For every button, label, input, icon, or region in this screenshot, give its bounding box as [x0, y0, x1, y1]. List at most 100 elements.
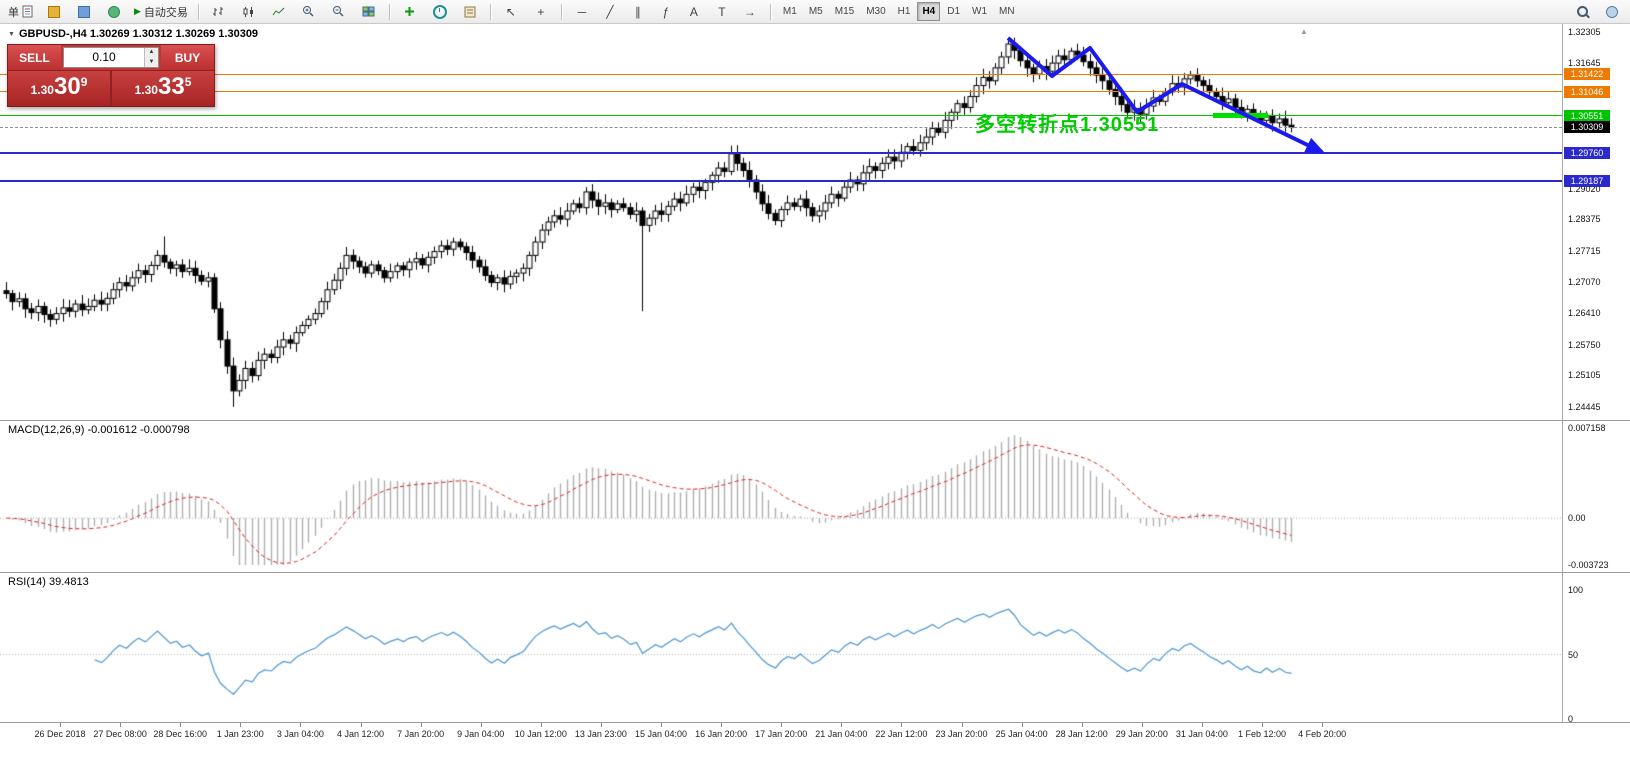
time-axis-tick [1021, 723, 1023, 727]
level-line-resistance-1[interactable] [0, 73, 1562, 75]
periods-button[interactable] [426, 1, 454, 23]
cursor-button[interactable]: ↖ [505, 4, 516, 19]
time-axis-tick [540, 723, 542, 727]
sell-price-pip: 9 [80, 75, 88, 89]
level-line-resistance-2[interactable] [0, 91, 1562, 93]
crosshair-button[interactable]: + [537, 4, 545, 19]
time-axis-tick [961, 723, 963, 727]
timeframe-button-h4[interactable]: H4 [917, 2, 941, 21]
price-scale[interactable]: 1.31422 1.31046 1.30551 1.29760 1.29187 1.303… [1563, 24, 1630, 724]
search-button[interactable] [1568, 1, 1596, 23]
zoom-out-button[interactable] [325, 1, 353, 23]
time-axis[interactable]: 26 Dec 2018 27 Dec 08:00 28 Dec 16:00 1 Jan… [0, 723, 1630, 747]
macd-label: MACD(12,26,9) -0.001612 -0.000798 [8, 424, 190, 436]
timeframe-button-m30[interactable]: M30 [866, 6, 886, 17]
chart-line-button[interactable] [265, 1, 293, 23]
time-axis-label: 31 Jan 04:00 [1175, 729, 1228, 739]
one-click-trading-panel: SELL 0.10 ▲ ▼ BUY 1.30 30 9 [7, 44, 215, 107]
arrows-tool[interactable]: → [743, 4, 756, 19]
trendline-tool[interactable]: ╱ [606, 4, 614, 19]
level-line-support-2[interactable] [0, 179, 1562, 182]
help-button[interactable] [1598, 1, 1626, 23]
time-axis-tick [661, 723, 662, 727]
new-order-button[interactable]: 单 [4, 1, 38, 23]
price-scale-tick: 1.28375 [1568, 214, 1601, 225]
market-watch-button[interactable] [40, 1, 68, 23]
buy-price-pip: 5 [184, 75, 192, 89]
rsi-scale-label: 0 [1568, 714, 1574, 724]
lot-increase-button[interactable]: ▲ [145, 48, 158, 58]
timeframe-button-w1[interactable]: W1 [972, 6, 988, 17]
time-axis-label: 4 Jan 12:00 [336, 729, 385, 739]
autotrading-button[interactable]: ▶ 自动交易 [130, 1, 192, 23]
zoom-in-button[interactable] [295, 1, 323, 23]
time-axis-tick [180, 723, 182, 727]
time-axis-tick [300, 723, 302, 727]
price-chart-panel[interactable]: ▼ GBPUSD-,H4 1.30269 1.30312 1.30269 1.3… [0, 24, 1562, 420]
timeframe-button-m15[interactable]: M15 [834, 6, 855, 17]
timeframe-group: M1 M5 M15 M30 H1 H4 D1 W1 MN [777, 2, 1021, 21]
chart-candles-button[interactable] [235, 1, 263, 23]
rsi-label: RSI(14) 39.4813 [8, 576, 89, 588]
bar-chart-icon [213, 6, 224, 16]
macd-panel[interactable]: MACD(12,26,9) -0.001612 -0.000798 [0, 421, 1562, 572]
label-tool[interactable]: T [718, 4, 726, 19]
data-window-button[interactable] [70, 1, 98, 23]
timeframe-button-m1[interactable]: M1 [782, 6, 797, 17]
channel-tool[interactable]: ∥ [634, 4, 641, 19]
price-scale-tick: 1.25750 [1568, 339, 1601, 350]
time-axis-tick [1081, 723, 1083, 727]
panel-divider[interactable] [0, 572, 1630, 573]
bid-price-line [0, 127, 1562, 129]
candlestick-canvas[interactable] [0, 24, 1562, 420]
rsi-scale-label: 100 [1568, 585, 1584, 595]
horizontal-line-tool[interactable]: ─ [577, 4, 587, 19]
sell-price-button[interactable]: 1.30 30 9 [8, 71, 110, 106]
time-axis-tick [600, 723, 602, 727]
time-axis-tick [60, 723, 61, 727]
timeframe-button-h1[interactable]: H1 [897, 6, 911, 17]
time-axis-label: 15 Jan 04:00 [634, 729, 688, 739]
lot-decrease-button[interactable]: ▼ [145, 57, 158, 67]
sell-price-big: 30 [53, 73, 81, 100]
templates-button[interactable] [456, 1, 484, 23]
help-icon [1606, 5, 1618, 18]
time-axis-label: 16 Jan 20:00 [695, 729, 748, 739]
add-indicator-button[interactable] [396, 1, 424, 23]
chart-bars-button[interactable] [205, 1, 233, 23]
sell-button[interactable]: SELL [8, 45, 61, 70]
pivot-highlight-segment[interactable] [1213, 113, 1268, 119]
time-axis-tick [240, 723, 242, 727]
buy-price-big: 33 [157, 73, 185, 100]
time-axis-tick [480, 723, 482, 727]
tile-windows-button[interactable] [355, 1, 383, 23]
navigator-button[interactable] [100, 1, 128, 23]
time-axis-label: 21 Jan 04:00 [815, 729, 868, 739]
lot-spinner: ▲ ▼ [144, 48, 158, 67]
macd-canvas[interactable] [0, 421, 1562, 572]
level-line-pivot[interactable] [0, 115, 1562, 117]
pivot-annotation-text[interactable]: 多空转折点1.30551 [975, 114, 1160, 136]
timeframe-button-d1[interactable]: D1 [947, 6, 961, 17]
rsi-canvas[interactable] [0, 573, 1562, 722]
level-line-support-1[interactable] [0, 152, 1562, 155]
buy-button[interactable]: BUY [161, 45, 214, 70]
timeframe-button-m5[interactable]: M5 [808, 6, 823, 17]
rsi-scale-label: 50 [1568, 649, 1579, 660]
buy-price-button[interactable]: 1.30 33 5 [112, 71, 214, 106]
time-axis-label: 1 Feb 12:00 [1237, 729, 1287, 739]
timeframe-button-mn[interactable]: MN [999, 6, 1015, 17]
symbol-info: ▼ GBPUSD-,H4 1.30269 1.30312 1.30269 1.3… [8, 28, 258, 40]
price-badge-current: 1.30309 [1564, 121, 1610, 134]
fibonacci-tool[interactable]: ƒ [662, 4, 670, 19]
lot-size-field[interactable]: 0.10 ▲ ▼ [63, 47, 159, 68]
panel-divider[interactable] [0, 420, 1630, 421]
search-icon [1576, 6, 1588, 17]
chart-shift-marker[interactable]: ▲ [1300, 27, 1308, 36]
new-order-icon [22, 5, 33, 18]
lot-size-value[interactable]: 0.10 [92, 50, 116, 64]
time-axis-label: 4 Feb 20:00 [1298, 729, 1347, 739]
text-tool[interactable]: A [689, 4, 698, 19]
symbol-ohlc-text: GBPUSD-,H4 1.30269 1.30312 1.30269 1.303… [18, 28, 259, 40]
rsi-panel[interactable]: RSI(14) 39.4813 [0, 573, 1562, 722]
